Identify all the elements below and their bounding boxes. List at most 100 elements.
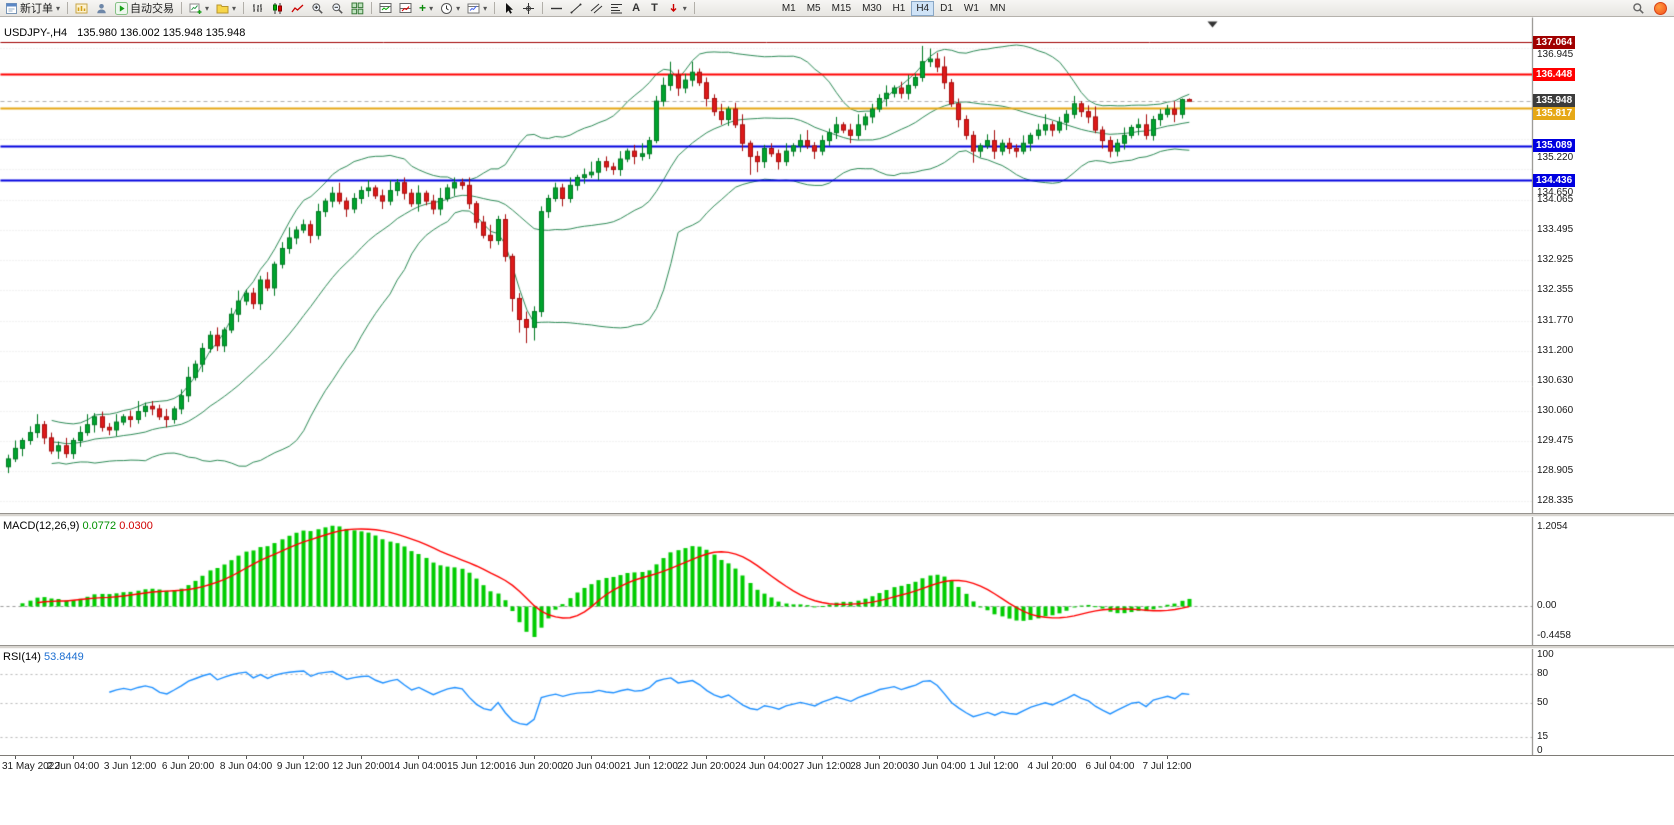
price-tag: 134.436	[1533, 173, 1576, 187]
price-tag: 135.817	[1533, 107, 1576, 121]
market-watch-button[interactable]	[92, 1, 111, 16]
rsi-name: RSI(14)	[3, 651, 41, 663]
time-tick	[73, 756, 74, 759]
profiles-button[interactable]: ▾	[213, 1, 239, 16]
cursor-tool-button[interactable]	[499, 1, 518, 16]
time-tick	[303, 756, 304, 759]
tile-windows-button[interactable]	[348, 1, 367, 16]
text-tool-icon: A	[632, 2, 641, 14]
zoom-in-button[interactable]	[308, 1, 327, 16]
price-label: 136.945	[1537, 48, 1574, 60]
timeframe-w1-button[interactable]: W1	[963, 2, 979, 14]
horizontal-line-tool-button[interactable]	[547, 1, 566, 16]
fibonacci-tool-button[interactable]	[607, 1, 626, 16]
time-tick	[418, 756, 419, 759]
timeframe-h1-button[interactable]: H1	[892, 2, 906, 14]
toolbar: 新订单 ▾ 自动交易 ▾ ▾	[0, 0, 1674, 17]
indicator-window-button[interactable]	[376, 1, 395, 16]
fibonacci-icon	[611, 3, 623, 13]
timeframe-mn-button[interactable]: MN	[989, 2, 1006, 14]
time-label: 21 Jun 12:00	[620, 761, 678, 772]
auto-trading-icon	[115, 1, 129, 15]
time-tick	[591, 756, 592, 759]
macd-indicator-label: MACD(12,26,9) 0.0772 0.0300	[3, 520, 153, 532]
toolbar-separator	[181, 2, 183, 14]
label-tool-button[interactable]: T	[646, 1, 663, 16]
price-label: 128.335	[1537, 495, 1574, 507]
price-tag: 135.089	[1533, 139, 1576, 153]
price-label: 131.200	[1537, 344, 1574, 356]
chevron-down-icon: ▾	[56, 3, 61, 13]
time-label: 7 Jul 12:00	[1142, 761, 1192, 772]
trendline-icon	[570, 3, 582, 13]
search-button[interactable]	[1629, 1, 1648, 16]
panel-splitter-macd[interactable]	[0, 513, 1674, 517]
toolbar-separator	[693, 2, 695, 14]
zoom-in-icon	[312, 2, 323, 14]
indicator-window-icon	[379, 2, 392, 13]
chevron-down-icon: ▾	[205, 3, 210, 13]
toolbar-separator	[371, 2, 373, 14]
zoom-out-button[interactable]	[328, 1, 347, 16]
time-label: 6 Jun 20:00	[161, 761, 215, 772]
panel-splitter-rsi[interactable]	[0, 645, 1674, 649]
auto-trading-button[interactable]: 自动交易	[112, 1, 177, 16]
timeframe-m15-button[interactable]: M15	[831, 2, 852, 14]
tile-windows-icon	[351, 2, 364, 14]
time-label: 20 Jun 04:00	[562, 761, 620, 772]
new-order-label: 新订单	[20, 3, 53, 15]
channel-tool-button[interactable]	[587, 1, 606, 16]
zoom-out-icon	[332, 2, 343, 14]
timeframe-m5-button[interactable]: M5	[806, 2, 821, 14]
community-button[interactable]	[1651, 1, 1670, 16]
clock-icon	[441, 2, 453, 14]
price-label: 130.630	[1537, 374, 1574, 386]
bar-chart-button[interactable]	[248, 1, 267, 16]
arrows-tool-button[interactable]: ▾	[664, 1, 690, 16]
time-label: 14 Jun 04:00	[389, 761, 447, 772]
chart-window-button[interactable]	[72, 1, 91, 16]
timeframe-m30-button[interactable]: M30	[862, 2, 882, 14]
time-axis[interactable]: 31 May 2022 2 Jun 04:00 3 Jun 12:00 6 Jun 2…	[0, 755, 1674, 777]
candlestick-chart-button[interactable]	[268, 1, 287, 16]
time-tick	[879, 756, 880, 759]
new-chart-button[interactable]: ▾	[186, 1, 212, 16]
trendline-tool-button[interactable]	[567, 1, 586, 16]
rsi-axis-label: 15	[1537, 730, 1549, 742]
chart-ohlc-title: USDJPY-,H4 135.980 136.002 135.948 135.94…	[4, 27, 245, 39]
price-label: 132.355	[1537, 283, 1574, 295]
price-axis[interactable]: 136.945 135.220 134.650 134.065 133.495 132.9…	[1532, 17, 1674, 756]
macd-axis-label: -0.4458	[1537, 630, 1571, 641]
time-tick	[1167, 756, 1168, 759]
bar-chart-icon	[253, 3, 263, 12]
time-tick	[1110, 756, 1111, 759]
time-tick	[15, 756, 16, 759]
period-button[interactable]: ▾	[437, 1, 463, 16]
timeframe-m1-button[interactable]: M1	[781, 2, 796, 14]
timeframe-d1-button[interactable]: D1	[940, 2, 953, 14]
add-indicator-button[interactable]: + ▾	[416, 1, 436, 16]
rsi-axis-label: 80	[1537, 668, 1549, 680]
timeframe-h4-button[interactable]: H4	[911, 0, 935, 16]
line-chart-button[interactable]	[288, 1, 307, 16]
toolbar-separator	[542, 2, 544, 14]
template-button[interactable]: ▾	[464, 1, 490, 16]
time-tick	[246, 756, 247, 759]
rsi-axis-label: 50	[1537, 697, 1549, 708]
macd-axis-label: 1.2054	[1537, 521, 1568, 532]
objects-window-icon	[399, 2, 412, 13]
plus-icon: +	[419, 1, 427, 15]
objects-window-button[interactable]	[396, 1, 415, 16]
price-label: 134.650	[1537, 186, 1574, 198]
time-label: 9 Jun 12:00	[276, 761, 330, 772]
time-label: 28 Jun 20:00	[850, 761, 908, 772]
new-order-button[interactable]: 新订单 ▾	[2, 1, 63, 16]
chart-window-icon	[75, 3, 88, 13]
text-tool-button[interactable]: A	[627, 1, 645, 16]
candlestick-chart-icon	[273, 2, 283, 14]
time-label: 30 Jun 04:00	[908, 761, 966, 772]
time-tick	[361, 756, 362, 759]
crosshair-tool-button[interactable]	[519, 1, 538, 16]
time-label: 3 Jun 12:00	[103, 761, 157, 772]
